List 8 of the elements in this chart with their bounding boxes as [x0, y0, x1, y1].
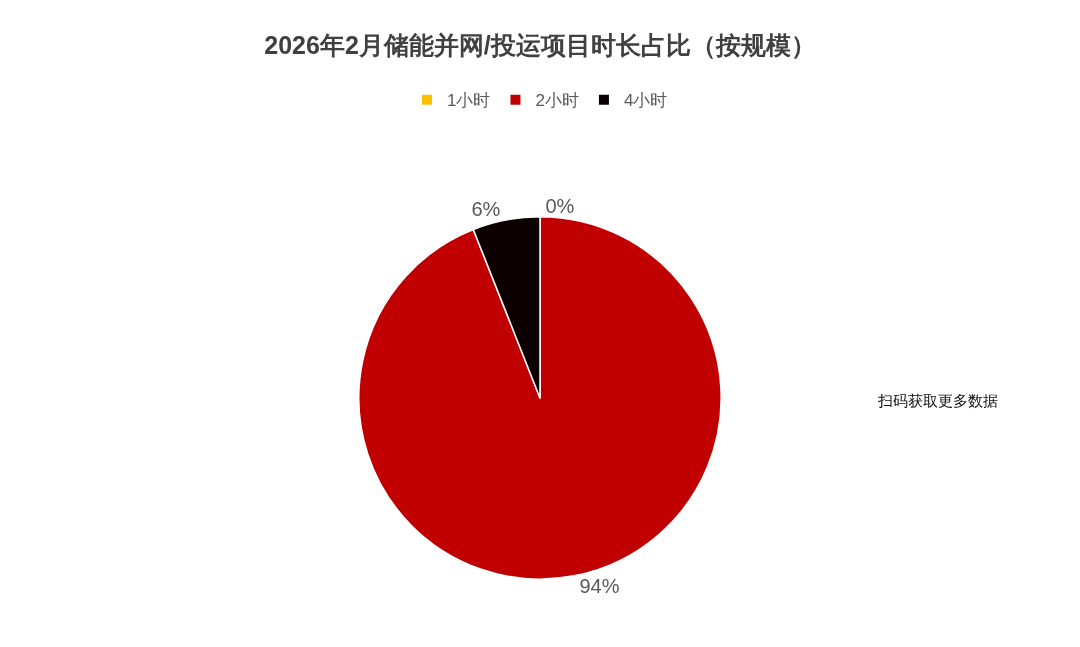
text: 扫码获取更多数据 — [877, 393, 998, 409]
legend-label: 2小时 — [535, 91, 579, 111]
chart-title: 2026年2月储能并网/投运项目时长占比（按规模） — [264, 30, 816, 59]
data-label: 6% — [471, 198, 501, 221]
text: 0% — [545, 194, 575, 217]
legend-label: 1小时 — [447, 91, 491, 111]
data-label: 94% — [579, 575, 620, 598]
legend-label: 4小时 — [623, 91, 668, 111]
